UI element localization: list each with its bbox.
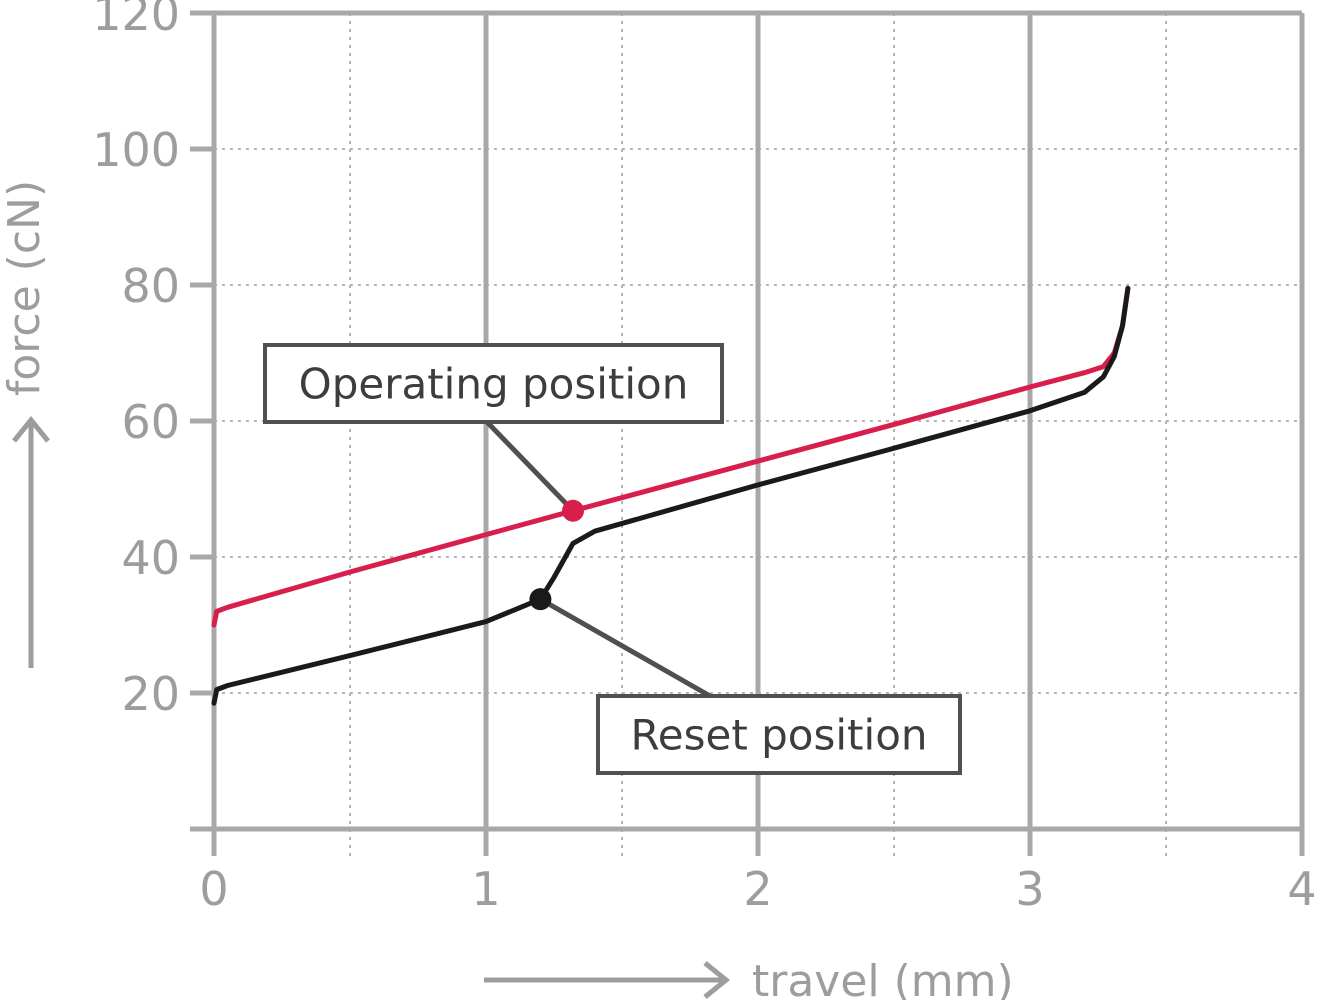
marker-operating bbox=[562, 499, 585, 522]
callout-box-reset bbox=[596, 694, 962, 775]
y-axis-arrow-head bbox=[12, 416, 50, 443]
callout-box-operating bbox=[263, 343, 724, 424]
y-axis-label: force (cN) bbox=[0, 180, 50, 396]
y-tick-label: 40 bbox=[121, 531, 180, 585]
callout-label-operating: Operating position bbox=[299, 360, 689, 409]
callout-leader-reset bbox=[539, 596, 712, 699]
x-tick-label: 2 bbox=[743, 862, 772, 916]
y-tick-label: 20 bbox=[121, 667, 180, 721]
callout-leader-operating bbox=[485, 420, 575, 513]
x-tick-label: 0 bbox=[199, 862, 228, 916]
tick-labels: 20 40 60 80 100 120 0 1 2 3 4 bbox=[92, 0, 1316, 916]
x-tick-label: 3 bbox=[1015, 862, 1044, 916]
callouts: Operating position Reset position bbox=[263, 343, 962, 775]
series bbox=[211, 285, 1131, 706]
y-tick-label: 60 bbox=[121, 395, 180, 449]
y-tick-label: 100 bbox=[92, 123, 180, 177]
x-axis-arrow-head bbox=[703, 961, 730, 999]
marker-reset bbox=[529, 588, 552, 611]
x-tick-label: 1 bbox=[471, 862, 500, 916]
y-tick-label: 80 bbox=[121, 259, 180, 313]
x-axis-label: travel (mm) bbox=[752, 956, 1014, 1000]
series-line-reset bbox=[211, 285, 1131, 706]
x-axis-label-group: travel (mm) bbox=[484, 956, 1014, 1000]
y-tick-label: 120 bbox=[92, 0, 180, 41]
callout-label-reset: Reset position bbox=[630, 711, 927, 760]
y-axis-label-group: force (cN) bbox=[0, 180, 50, 668]
series-line-operating bbox=[211, 285, 1131, 628]
x-tick-label: 4 bbox=[1287, 862, 1316, 916]
